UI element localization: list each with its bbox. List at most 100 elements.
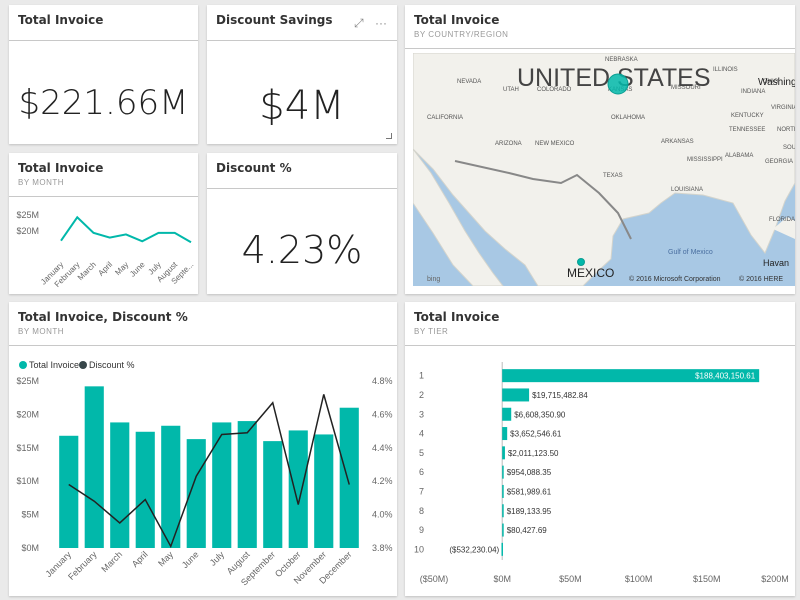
tile-title: Discount % xyxy=(216,161,292,175)
water-label: Gulf of Mexico xyxy=(668,249,713,256)
tier-label: 3 xyxy=(419,409,424,419)
country-label-mexico: MEXICO xyxy=(567,266,614,280)
tier-label: 10 xyxy=(414,544,424,554)
discount-savings-value: $4M xyxy=(259,83,345,129)
bar xyxy=(84,386,104,548)
bar xyxy=(501,542,503,556)
tile-header: Total Invoice, Discount % BY MONTH xyxy=(9,302,397,346)
x-tick-label: May xyxy=(113,260,130,277)
us-mexico-border xyxy=(454,160,632,240)
tile-header: Discount Savings xyxy=(207,5,397,41)
data-label: $80,427.69 xyxy=(507,526,548,535)
bar xyxy=(110,422,130,548)
bar xyxy=(502,465,504,479)
y-tick-label: $0M xyxy=(21,543,39,553)
state-label: MISSOURI xyxy=(671,85,701,91)
tile-title: Total Invoice xyxy=(18,161,104,175)
state-label: UTAH xyxy=(503,87,519,93)
state-label: SOUTH CAROLINA xyxy=(783,145,795,151)
bar xyxy=(263,441,283,548)
state-label: KENTUCKY xyxy=(731,113,764,119)
copyright-text: © 2016 HERE xyxy=(739,275,783,283)
state-label: NEBRASKA xyxy=(605,57,638,63)
state-label: FLORIDA xyxy=(769,217,795,223)
data-label: $189,133.95 xyxy=(507,507,552,516)
bar xyxy=(161,425,181,548)
baja-peninsula xyxy=(413,148,504,286)
state-label: ARIZONA xyxy=(495,141,522,147)
tile-subtitle: BY COUNTRY/REGION xyxy=(414,30,509,39)
bar xyxy=(339,407,359,548)
y-tick-label: $20M xyxy=(16,226,39,236)
data-label: $954,088.35 xyxy=(507,468,552,477)
tile-title: Total Invoice xyxy=(18,13,104,27)
tier-label: 9 xyxy=(419,525,424,535)
tile-subtitle: BY MONTH xyxy=(18,178,65,187)
bar xyxy=(314,434,334,548)
discount-pct-card[interactable]: Discount % 4.23% xyxy=(207,153,397,294)
y2-tick-label: 3.8% xyxy=(372,543,393,553)
data-bubble-us xyxy=(607,73,629,95)
combo-chart: Total Invoice Discount % $0M $5M $10M $15M $20… xyxy=(16,360,393,588)
state-label: GEORGIA xyxy=(765,159,793,165)
more-options-icon[interactable]: ··· xyxy=(375,16,387,30)
state-label: CALIFORNIA xyxy=(427,115,463,121)
tier-label: 8 xyxy=(419,506,424,516)
tile-icons: ⤢ ··· xyxy=(346,16,387,31)
bar xyxy=(186,439,206,548)
x-tick-label: February xyxy=(66,549,99,582)
bar xyxy=(212,422,232,548)
state-label: ARKANSAS xyxy=(661,139,694,145)
discount-savings-card[interactable]: Discount Savings ⤢ ··· $4M xyxy=(207,5,397,144)
total-invoice-by-month-tile[interactable]: Total Invoice BY MONTH $25M $20M January Fe… xyxy=(9,153,198,294)
data-label: $581,989.61 xyxy=(507,487,552,496)
state-label: NORTH CAROLINA xyxy=(777,127,795,133)
total-invoice-card[interactable]: Total Invoice $221.66M xyxy=(9,5,198,144)
y-tick-label: $25M xyxy=(16,376,39,386)
y2-tick-label: 4.6% xyxy=(372,409,393,419)
state-label: LOUISIANA xyxy=(671,187,703,193)
legend-marker xyxy=(19,361,27,369)
tile-header: Total Invoice BY COUNTRY/REGION xyxy=(405,5,795,49)
tile-title: Total Invoice xyxy=(414,13,500,27)
bar xyxy=(502,523,504,537)
y2-tick-label: 4.8% xyxy=(372,376,393,386)
bar xyxy=(502,369,760,383)
tier-label: 2 xyxy=(419,390,424,400)
data-label: $188,403,150.61 xyxy=(695,372,756,381)
bar xyxy=(502,446,505,460)
tile-title: Total Invoice xyxy=(414,310,500,324)
bar xyxy=(237,421,257,548)
bar xyxy=(288,430,308,548)
state-label: COLORADO xyxy=(537,87,572,93)
resize-handle-icon[interactable] xyxy=(386,133,392,139)
y-tick-label: $20M xyxy=(16,409,39,419)
tile-header: Total Invoice BY MONTH xyxy=(9,153,198,197)
y-tick-label: $5M xyxy=(21,510,39,520)
florida-land xyxy=(773,217,795,239)
x-tick-label: $150M xyxy=(693,574,721,584)
x-tick-label: ($50M) xyxy=(420,574,449,584)
state-label: NEVADA xyxy=(457,79,481,85)
state-label: ALABAMA xyxy=(725,153,753,159)
expand-icon[interactable]: ⤢ xyxy=(354,16,364,30)
discount-line xyxy=(68,394,350,549)
tile-title: Total Invoice, Discount % xyxy=(18,310,188,324)
state-label: MISSISSIPPI xyxy=(687,157,723,163)
bar xyxy=(59,435,79,548)
legend-label: Discount % xyxy=(89,360,135,370)
map-visual[interactable]: NEBRASKANEVADAUTAHCOLORADOKANSASCALIFORN… xyxy=(413,53,795,286)
tier-chart-tile[interactable]: Total Invoice BY TIER 1 $188,403,150.61 2 $… xyxy=(405,302,795,596)
tier-label: 1 xyxy=(419,371,424,381)
map-tile[interactable]: Total Invoice BY COUNTRY/REGION NEBRASKA… xyxy=(405,5,795,294)
combo-chart-tile[interactable]: Total Invoice, Discount % BY MONTH Total… xyxy=(9,302,397,596)
x-tick-label: $50M xyxy=(559,574,582,584)
y-tick-label: $10M xyxy=(16,476,39,486)
tile-header: Total Invoice BY TIER xyxy=(405,302,795,346)
bar xyxy=(502,407,512,421)
y-tick-label: $25M xyxy=(16,210,39,220)
x-tick-label: $0M xyxy=(493,574,511,584)
y2-tick-label: 4.0% xyxy=(372,510,393,520)
map-land xyxy=(413,53,795,286)
data-label: $2,011,123.50 xyxy=(508,449,559,458)
